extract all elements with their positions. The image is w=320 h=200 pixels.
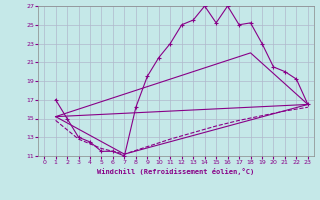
X-axis label: Windchill (Refroidissement éolien,°C): Windchill (Refroidissement éolien,°C) bbox=[97, 168, 255, 175]
